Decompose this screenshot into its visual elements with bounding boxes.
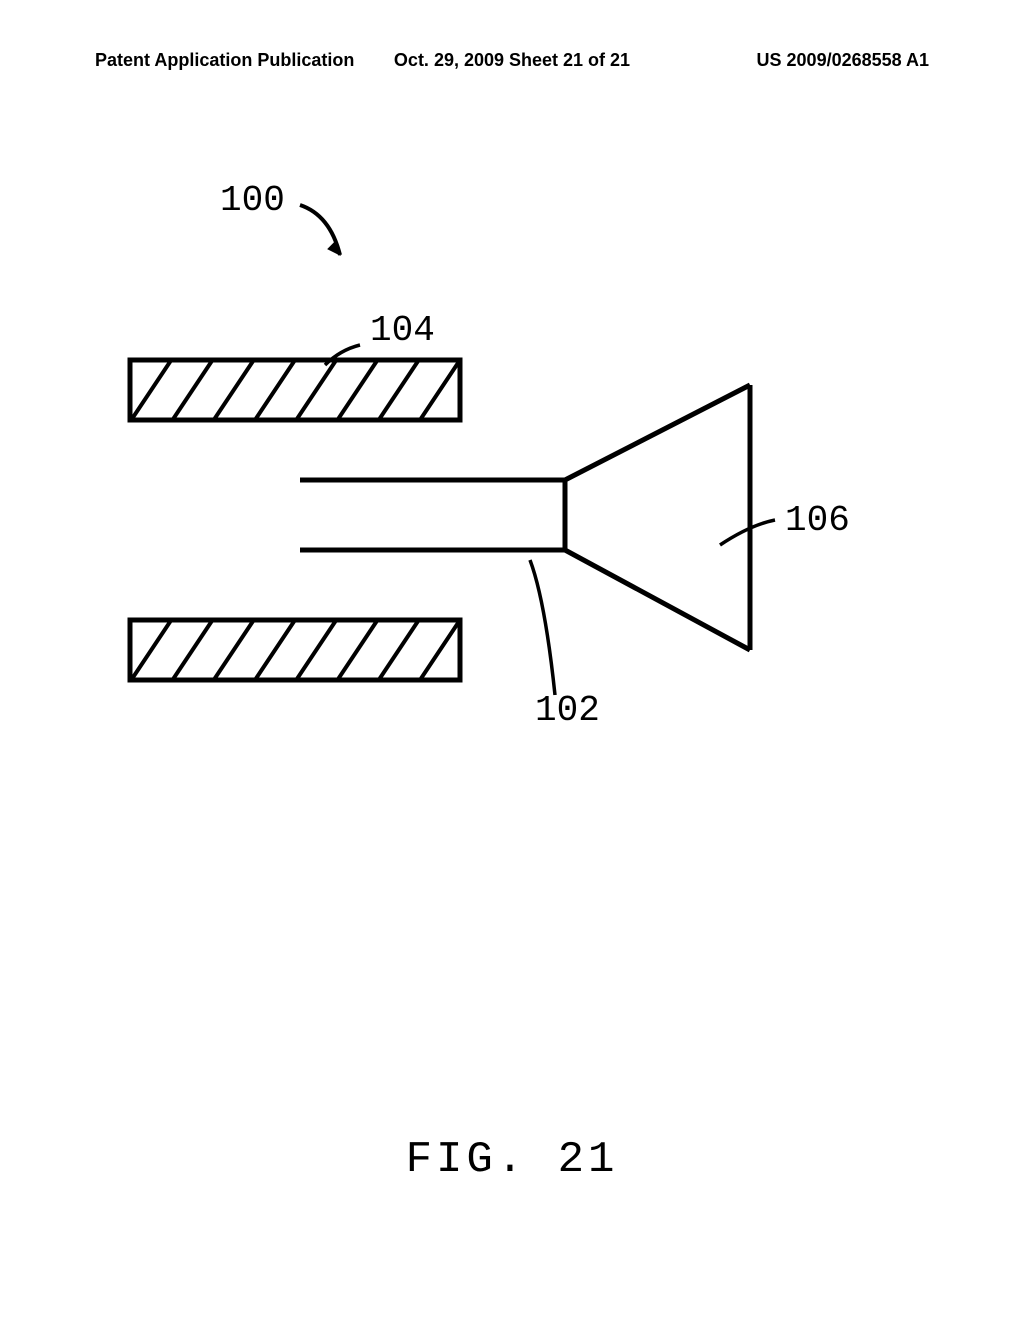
header-center: Oct. 29, 2009 Sheet 21 of 21 [394, 50, 630, 71]
svg-text:104: 104 [370, 310, 435, 351]
figure-area: 100 104 102 106 [0, 140, 1024, 1040]
svg-text:100: 100 [220, 180, 285, 221]
header-right: US 2009/0268558 A1 [757, 50, 929, 71]
figure-svg: 100 104 102 106 [0, 140, 1024, 1040]
svg-text:106: 106 [785, 500, 850, 541]
figure-caption: FIG. 21 [0, 1135, 1024, 1185]
svg-text:102: 102 [535, 690, 600, 731]
header-left: Patent Application Publication [95, 50, 354, 71]
page-header: Patent Application Publication Oct. 29, … [0, 50, 1024, 71]
